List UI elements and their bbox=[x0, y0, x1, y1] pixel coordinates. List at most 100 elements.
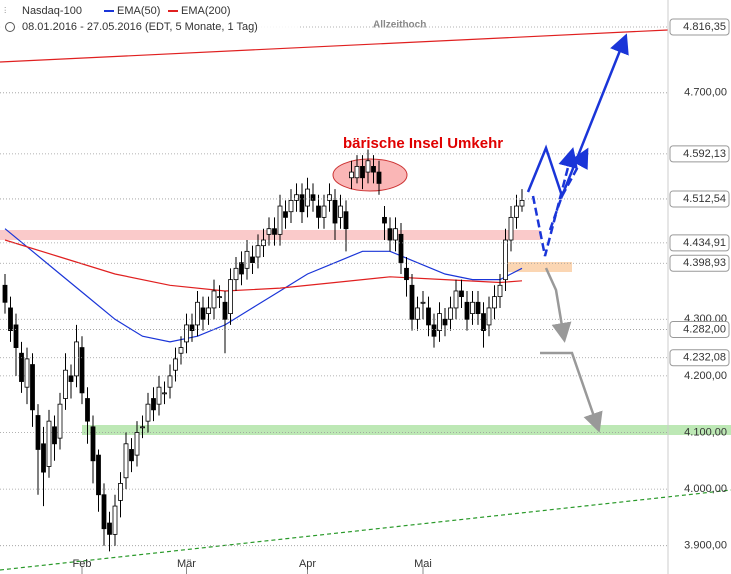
price-tag bbox=[669, 349, 730, 367]
trend-line bbox=[0, 489, 731, 571]
x-tick-label: Mai bbox=[414, 558, 432, 570]
candle-body bbox=[464, 301, 470, 320]
subtitle: 08.01.2016 - 27.05.2016 (EDT, 5 Monate, … bbox=[22, 21, 258, 33]
candle-body bbox=[13, 324, 19, 348]
candle-body bbox=[173, 358, 178, 371]
x-tick-label: Mär bbox=[177, 558, 196, 570]
candle-body bbox=[112, 505, 118, 535]
candle-body bbox=[244, 250, 250, 269]
gap-zone bbox=[505, 262, 572, 272]
candle-body bbox=[277, 205, 283, 235]
y-tick-label: 4.100,00 bbox=[684, 426, 727, 438]
price-tag-label: 4.512,54 bbox=[683, 193, 726, 205]
price-tag bbox=[669, 254, 730, 272]
candle-body bbox=[448, 307, 453, 320]
projections bbox=[526, 33, 629, 433]
y-tick-label: 3.900,00 bbox=[684, 540, 727, 552]
y-tick-label: 4.700,00 bbox=[684, 87, 727, 99]
arrow bbox=[544, 267, 572, 343]
support-zone bbox=[82, 425, 731, 435]
candle-body bbox=[41, 443, 46, 473]
candle-body bbox=[184, 324, 189, 343]
price-tag-label: 4.434,91 bbox=[683, 237, 726, 249]
candle-body bbox=[283, 211, 288, 218]
candle-body bbox=[206, 307, 211, 315]
candle-body bbox=[79, 347, 85, 394]
candle-body bbox=[365, 160, 371, 173]
resistance-zone bbox=[0, 230, 540, 240]
candle-body bbox=[162, 392, 167, 395]
arrow bbox=[531, 147, 578, 257]
candle-body bbox=[492, 296, 497, 309]
candle-body bbox=[420, 301, 426, 304]
ema-line bbox=[4, 228, 523, 343]
candle-body bbox=[46, 420, 52, 467]
price-tag bbox=[669, 145, 730, 163]
candle-body bbox=[200, 307, 206, 320]
candle-body bbox=[382, 216, 387, 224]
candle-body bbox=[272, 228, 277, 235]
candle-body bbox=[398, 233, 404, 264]
candle-body bbox=[2, 284, 8, 303]
candle-body bbox=[393, 228, 398, 241]
price-tag-label: 4.232,08 bbox=[683, 352, 726, 364]
candle-body bbox=[189, 324, 195, 331]
candle-body bbox=[360, 166, 365, 179]
candle-body bbox=[508, 216, 514, 241]
candle-body bbox=[123, 443, 129, 479]
candle-body bbox=[299, 194, 305, 213]
candle-body bbox=[497, 284, 503, 298]
price-tag-label: 4.282,00 bbox=[683, 323, 726, 335]
candle-body bbox=[63, 369, 68, 399]
candle-body bbox=[217, 296, 222, 299]
price-tag-label: 4.398,93 bbox=[683, 257, 726, 269]
candle-body bbox=[222, 301, 228, 320]
candle-body bbox=[118, 483, 123, 501]
annotation: Allzeithoch bbox=[373, 20, 426, 31]
candle-body bbox=[129, 449, 134, 462]
candle-body bbox=[426, 307, 431, 326]
candle-body bbox=[24, 358, 30, 388]
candle-body bbox=[239, 262, 244, 275]
candle-body bbox=[211, 290, 217, 309]
icon: ⫶ bbox=[4, 5, 6, 15]
candle-body bbox=[85, 398, 90, 422]
candle-body bbox=[266, 228, 272, 235]
candle-body bbox=[437, 313, 442, 331]
candle-body bbox=[486, 307, 492, 326]
candle-body bbox=[376, 171, 382, 184]
candle-body bbox=[404, 267, 409, 281]
arrow bbox=[548, 147, 589, 231]
candle-body bbox=[140, 426, 145, 429]
candle-body bbox=[35, 415, 41, 450]
candle-body bbox=[459, 290, 464, 298]
price-tag bbox=[669, 320, 730, 338]
candle-body bbox=[288, 199, 294, 213]
trend-line bbox=[0, 29, 669, 63]
candle-body bbox=[68, 375, 74, 382]
annotation: bärische Insel Umkehr bbox=[343, 135, 503, 152]
candle-body bbox=[107, 522, 112, 535]
candle-body bbox=[327, 194, 332, 201]
candle-body bbox=[96, 454, 101, 496]
candle-body bbox=[228, 279, 233, 315]
y-tick-label: 4.000,00 bbox=[684, 483, 727, 495]
arrow bbox=[526, 33, 629, 200]
price-tag-label: 4.816,35 bbox=[683, 21, 726, 33]
candle-body bbox=[145, 403, 151, 422]
x-tick-label: Feb bbox=[73, 558, 92, 570]
candle-body bbox=[57, 403, 63, 439]
candle-body bbox=[442, 318, 448, 326]
candle-body bbox=[74, 341, 79, 377]
price-tag bbox=[669, 18, 730, 36]
candle-body bbox=[514, 205, 519, 218]
candle-body bbox=[305, 188, 310, 207]
candle-body bbox=[250, 256, 255, 264]
x-tick-label: Apr bbox=[299, 558, 316, 570]
candle-body bbox=[30, 364, 35, 411]
candle-body bbox=[431, 324, 437, 337]
legend-label: EMA(50) bbox=[117, 5, 160, 17]
candle-body bbox=[415, 307, 420, 320]
candle-body bbox=[101, 494, 107, 530]
